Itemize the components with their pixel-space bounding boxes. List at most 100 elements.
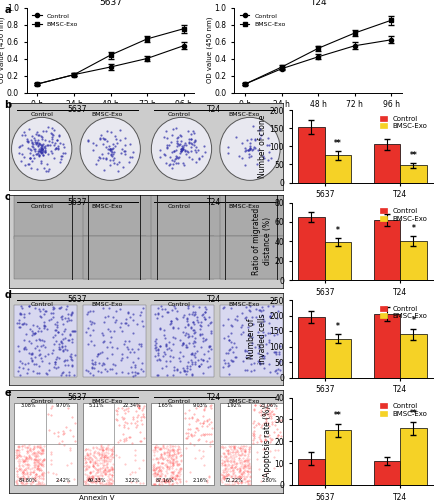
Bar [14, 158, 146, 240]
Text: *: * [336, 322, 340, 331]
Bar [220, 304, 283, 376]
Bar [374, 220, 400, 280]
Bar [83, 236, 214, 279]
Text: Control: Control [168, 302, 190, 306]
Bar [220, 404, 283, 485]
Y-axis label: OD value (450 nm): OD value (450 nm) [0, 16, 5, 83]
Title: T24: T24 [310, 0, 327, 6]
Bar [324, 339, 351, 378]
Text: 5637: 5637 [68, 393, 87, 402]
Bar [83, 158, 214, 240]
Text: BMSC-Exo: BMSC-Exo [229, 204, 260, 209]
Text: 87.16%: 87.16% [156, 478, 175, 483]
Bar [83, 304, 146, 376]
Legend: Control, BMSC-Exo: Control, BMSC-Exo [378, 401, 430, 418]
Y-axis label: Apoptosis rate (%): Apoptosis rate (%) [263, 406, 271, 477]
Text: c: c [4, 192, 10, 202]
Y-axis label: Number of
invaded cells: Number of invaded cells [248, 314, 267, 364]
Bar [220, 158, 351, 240]
Bar [400, 428, 427, 485]
Bar [324, 430, 351, 485]
Text: **: ** [410, 409, 417, 418]
Text: BMSC-Exo: BMSC-Exo [92, 112, 123, 117]
Legend: Control, BMSC-Exo: Control, BMSC-Exo [378, 114, 430, 131]
Text: Control: Control [30, 399, 53, 404]
Bar [324, 242, 351, 280]
Bar [374, 461, 400, 485]
Ellipse shape [11, 118, 72, 180]
Text: **: ** [410, 150, 417, 160]
Text: Control: Control [30, 112, 53, 117]
Bar [151, 404, 214, 485]
Text: **: ** [334, 139, 342, 148]
Text: *: * [336, 226, 340, 235]
Text: 5637: 5637 [68, 198, 87, 207]
Text: 9.03%: 9.03% [193, 404, 208, 408]
Bar [14, 236, 146, 279]
Text: T24: T24 [207, 198, 221, 207]
Text: 72.22%: 72.22% [225, 478, 243, 483]
Text: Control: Control [168, 112, 190, 117]
Bar [324, 156, 351, 182]
Text: 3.22%: 3.22% [124, 478, 140, 483]
Text: BMSC-Exo: BMSC-Exo [92, 302, 123, 306]
Bar [83, 404, 146, 485]
Text: T24: T24 [207, 296, 221, 304]
Text: *: * [412, 224, 415, 234]
Bar [151, 304, 214, 376]
Bar [14, 404, 77, 485]
Text: BMSC-Exo: BMSC-Exo [229, 302, 260, 306]
Bar [151, 158, 283, 240]
Text: Control: Control [168, 204, 190, 209]
Text: 69.33%: 69.33% [88, 478, 106, 483]
Text: 23.06%: 23.06% [260, 404, 278, 408]
Bar [400, 166, 427, 182]
Text: 5637: 5637 [68, 296, 87, 304]
Bar [298, 459, 324, 485]
Ellipse shape [151, 118, 212, 180]
Text: a: a [4, 5, 11, 15]
Y-axis label: Ratio of migrated
distance (%): Ratio of migrated distance (%) [252, 208, 271, 275]
Text: 5.11%: 5.11% [89, 404, 104, 408]
Text: 2.42%: 2.42% [56, 478, 71, 483]
Y-axis label: Number of clone: Number of clone [258, 114, 267, 178]
Ellipse shape [80, 118, 141, 180]
Y-axis label: OD value (450 nm): OD value (450 nm) [206, 16, 213, 83]
Legend: Control, BMSC-Exo: Control, BMSC-Exo [30, 10, 80, 29]
Bar [374, 144, 400, 182]
Text: Annexin V: Annexin V [79, 494, 114, 500]
Bar [298, 127, 324, 182]
Text: 22.34%: 22.34% [123, 404, 141, 408]
Text: T24: T24 [207, 105, 221, 114]
Text: Control: Control [30, 204, 53, 209]
Text: 3.08%: 3.08% [20, 404, 36, 408]
Text: 2.16%: 2.16% [193, 478, 208, 483]
Ellipse shape [220, 118, 280, 180]
Text: 5637: 5637 [68, 105, 87, 114]
Text: *: * [353, 46, 357, 54]
Text: T24: T24 [207, 393, 221, 402]
Text: b: b [4, 100, 11, 110]
Text: 1.65%: 1.65% [157, 404, 173, 408]
Text: e: e [4, 388, 11, 398]
Text: 9.70%: 9.70% [56, 404, 71, 408]
Bar [220, 236, 351, 279]
Bar [14, 304, 77, 376]
Text: *: * [182, 46, 186, 54]
Text: **: ** [334, 411, 342, 420]
Text: BMSC-Exo: BMSC-Exo [92, 399, 123, 404]
Text: Control: Control [168, 399, 190, 404]
Legend: Control, BMSC-Exo: Control, BMSC-Exo [378, 304, 430, 321]
Text: BMSC-Exo: BMSC-Exo [229, 399, 260, 404]
Text: 1.92%: 1.92% [226, 404, 241, 408]
Text: 2.80%: 2.80% [261, 478, 277, 483]
Bar [298, 217, 324, 280]
Legend: Control, BMSC-Exo: Control, BMSC-Exo [378, 206, 430, 224]
Bar [374, 314, 400, 378]
Bar [400, 334, 427, 378]
Bar [151, 236, 283, 279]
Text: d: d [4, 290, 11, 300]
Text: Control: Control [30, 302, 53, 306]
Bar [298, 317, 324, 378]
Text: *: * [412, 316, 415, 326]
